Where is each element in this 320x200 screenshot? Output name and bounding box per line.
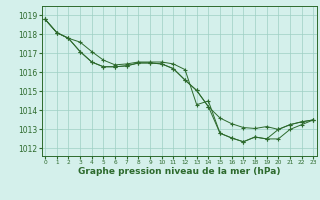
X-axis label: Graphe pression niveau de la mer (hPa): Graphe pression niveau de la mer (hPa)	[78, 167, 280, 176]
